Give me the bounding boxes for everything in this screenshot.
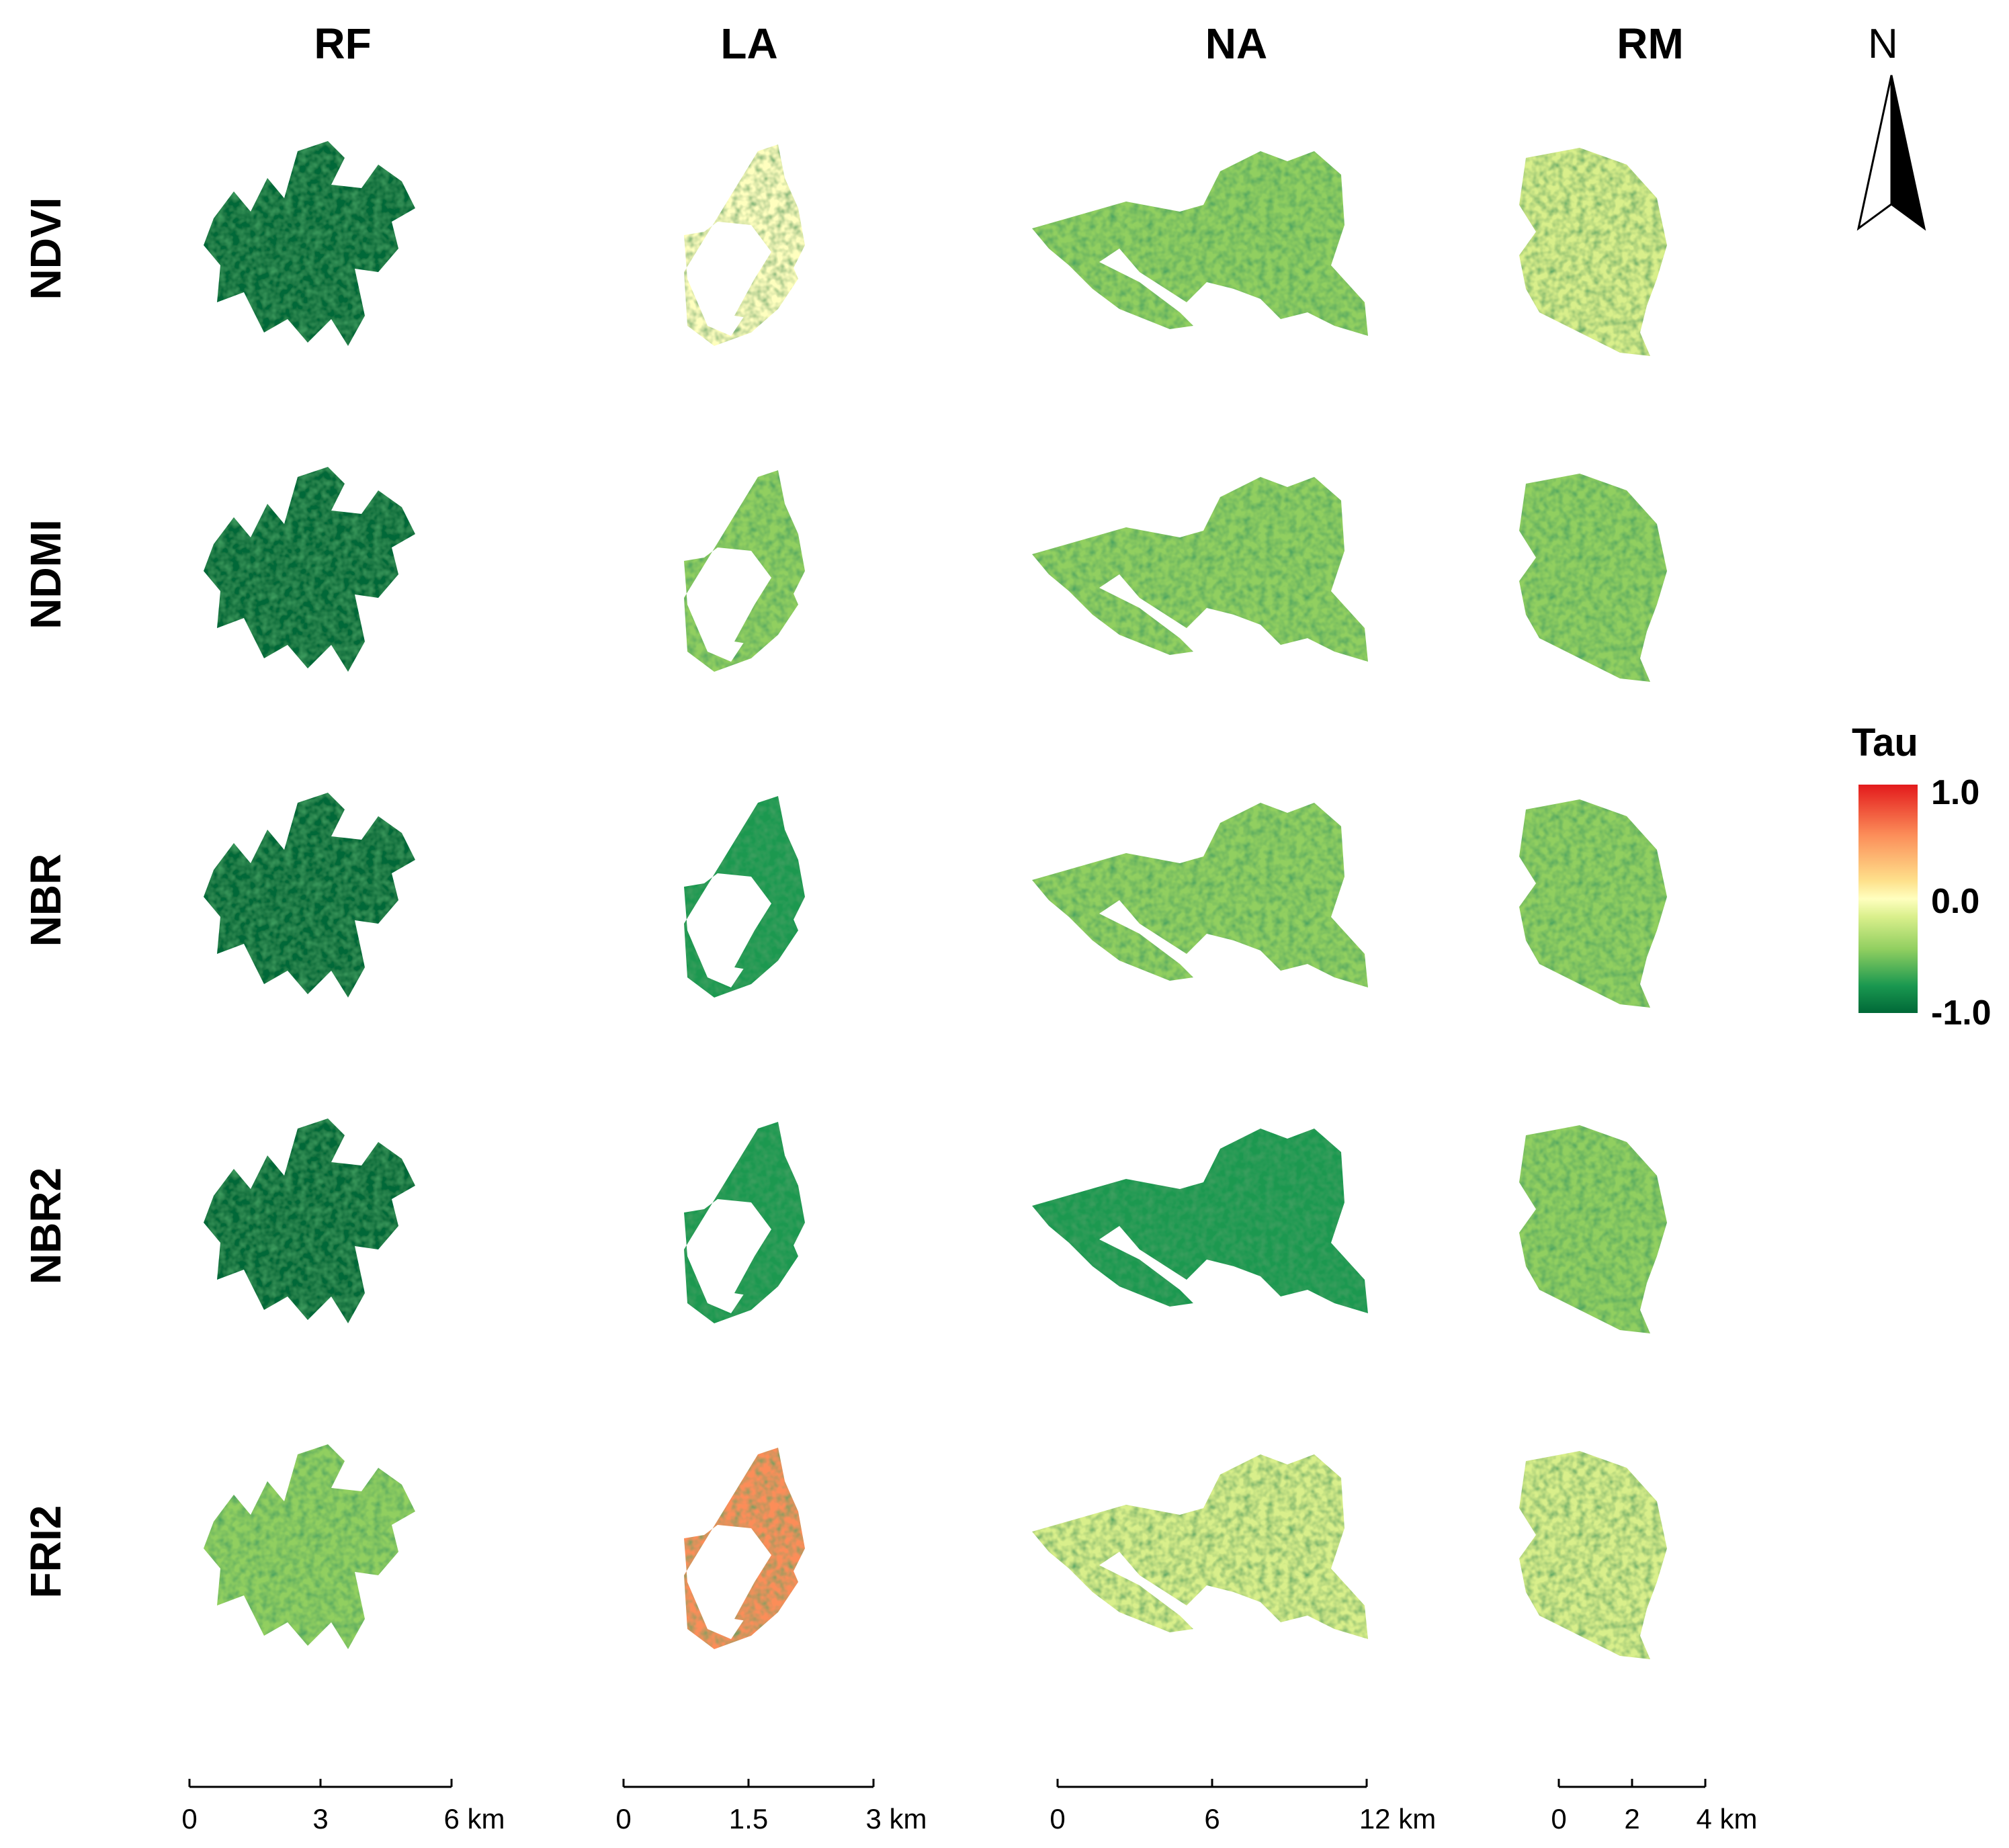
scale-tick-la-0: 0: [615, 1803, 631, 1835]
region-texture-nbr2-rf: [204, 1118, 415, 1323]
legend-colorbar: [1858, 785, 1918, 1013]
legend-title: Tau: [1852, 721, 1918, 764]
region-ndmi-rf: [204, 467, 415, 672]
column-title-rm: RM: [1617, 19, 1684, 68]
north-arrow-icon: [1856, 75, 1926, 231]
legend-mid-label: 0.0: [1931, 882, 1980, 921]
north-label: N: [1868, 21, 1898, 67]
region-nbr2-la: [684, 1122, 805, 1323]
region-nbr2-na: [1032, 1129, 1368, 1313]
scale-tick-rm-0: 0: [1551, 1803, 1566, 1835]
map-nbr2-rm: [1519, 1125, 1667, 1333]
region-nbr-rf: [204, 793, 415, 998]
scale-tick-rm-1: 2: [1624, 1803, 1639, 1835]
region-fri2-na: [1032, 1454, 1368, 1639]
scale-tick-na-2: 12 km: [1359, 1803, 1436, 1835]
region-fri2-rm: [1519, 1451, 1667, 1659]
region-nbr-na: [1032, 803, 1368, 987]
map-nbr2-na: [1032, 1129, 1368, 1313]
region-texture-fri2-rm: [1519, 1451, 1667, 1659]
column-title-na: NA: [1205, 19, 1268, 68]
region-texture-ndvi-rf: [204, 141, 415, 346]
region-texture-ndvi-la: [684, 144, 805, 346]
region-texture-nbr-rf: [204, 793, 415, 998]
region-ndmi-na: [1032, 477, 1368, 662]
map-fri2-na: [1032, 1454, 1368, 1639]
map-nbr-la: [684, 796, 805, 998]
map-ndvi-na: [1032, 151, 1368, 336]
scale-tick-la-1: 1.5: [729, 1803, 768, 1835]
region-ndvi-rf: [204, 141, 415, 346]
region-texture-fri2-na: [1032, 1454, 1368, 1639]
map-fri2-rf: [204, 1444, 415, 1649]
map-fri2-rm: [1519, 1451, 1667, 1659]
region-ndmi-rm: [1519, 474, 1667, 682]
scale-tick-rf-1: 3: [312, 1803, 328, 1835]
region-fri2-la: [684, 1448, 805, 1649]
region-texture-ndvi-na: [1032, 151, 1368, 336]
map-ndmi-rf: [204, 467, 415, 672]
region-texture-fri2-la: [684, 1448, 805, 1649]
scale-tick-la-2: 3 km: [865, 1803, 927, 1835]
region-texture-nbr2-na: [1032, 1129, 1368, 1313]
region-nbr2-rf: [204, 1118, 415, 1323]
region-fri2-rf: [204, 1444, 415, 1649]
column-title-rf: RF: [314, 19, 372, 68]
map-nbr2-la: [684, 1122, 805, 1323]
map-nbr-rm: [1519, 799, 1667, 1008]
scale-tick-rf-0: 0: [181, 1803, 197, 1835]
region-texture-nbr2-la: [684, 1122, 805, 1323]
map-ndvi-la: [684, 144, 805, 346]
scale-tick-na-1: 6: [1204, 1803, 1220, 1835]
map-ndmi-la: [684, 470, 805, 672]
legend-max-label: 1.0: [1931, 773, 1980, 812]
map-nbr2-rf: [204, 1118, 415, 1323]
region-texture-ndmi-rm: [1519, 474, 1667, 682]
region-texture-ndmi-na: [1032, 477, 1368, 662]
region-ndvi-na: [1032, 151, 1368, 336]
region-texture-fri2-rf: [204, 1444, 415, 1649]
region-texture-nbr2-rm: [1519, 1125, 1667, 1333]
region-texture-nbr-rm: [1519, 799, 1667, 1008]
region-nbr2-rm: [1519, 1125, 1667, 1333]
scale-tick-na-0: 0: [1050, 1803, 1065, 1835]
region-texture-ndmi-rf: [204, 467, 415, 672]
map-ndmi-na: [1032, 477, 1368, 662]
column-title-la: LA: [720, 19, 778, 68]
region-nbr-rm: [1519, 799, 1667, 1008]
map-fri2-la: [684, 1448, 805, 1649]
region-ndvi-la: [684, 144, 805, 346]
map-ndmi-rm: [1519, 474, 1667, 682]
map-ndvi-rm: [1519, 148, 1667, 356]
scale-tick-rm-2: 4 km: [1696, 1803, 1757, 1835]
region-texture-ndmi-la: [684, 470, 805, 672]
region-texture-nbr-na: [1032, 803, 1368, 987]
scale-tick-rf-2: 6 km: [443, 1803, 505, 1835]
legend-min-label: -1.0: [1931, 994, 1992, 1032]
map-ndvi-rf: [204, 141, 415, 346]
region-texture-ndvi-rm: [1519, 148, 1667, 356]
region-ndmi-la: [684, 470, 805, 672]
map-nbr-rf: [204, 793, 415, 998]
map-nbr-na: [1032, 803, 1368, 987]
region-texture-nbr-la: [684, 796, 805, 998]
scale-bars: 0 3 6 km 0 1.5 3 km 0 6 12 km 0 2 4 km: [181, 1779, 1758, 1835]
region-nbr-la: [684, 796, 805, 998]
region-ndvi-rm: [1519, 148, 1667, 356]
